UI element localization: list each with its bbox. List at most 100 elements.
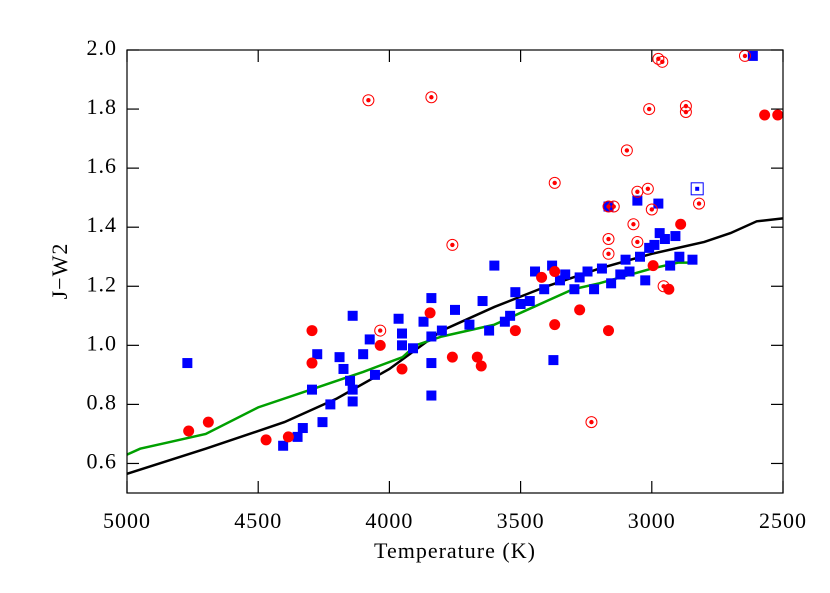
y-tick-label: 1.0 <box>87 330 118 355</box>
square-point <box>747 50 758 61</box>
square-point <box>530 266 541 277</box>
y-tick-label: 1.4 <box>87 212 118 237</box>
dot <box>378 328 383 333</box>
ring <box>602 247 615 260</box>
ringed-point <box>446 238 459 251</box>
square-point <box>596 263 607 274</box>
square-point <box>548 355 559 366</box>
square-point <box>426 293 437 304</box>
square-point <box>317 417 328 428</box>
square-point <box>574 272 585 283</box>
dot <box>450 242 455 248</box>
square-point <box>539 284 550 295</box>
square-point <box>634 251 645 262</box>
dot <box>606 251 611 256</box>
square-point <box>644 242 655 253</box>
ring <box>656 55 669 68</box>
dot <box>649 207 654 212</box>
circle-point <box>509 325 521 337</box>
square-point <box>674 251 685 262</box>
square-point <box>426 390 437 401</box>
square-point <box>569 284 580 295</box>
square-point <box>654 228 665 239</box>
square-point <box>554 275 565 286</box>
dot <box>552 180 557 186</box>
ringed-point <box>657 280 670 293</box>
square-point <box>426 331 437 342</box>
ringed-point <box>374 324 387 337</box>
ringed-point <box>641 182 654 195</box>
ring <box>627 218 640 231</box>
box <box>690 182 704 196</box>
circle-point <box>772 109 783 121</box>
circle-point <box>549 319 561 331</box>
ringed-point <box>425 91 438 104</box>
circle-point <box>536 271 548 283</box>
square-point <box>477 296 488 307</box>
square-point <box>364 334 375 345</box>
dot <box>660 59 665 65</box>
square-point <box>515 298 526 309</box>
square-point <box>338 363 349 374</box>
square-point <box>396 340 407 351</box>
ring <box>679 106 692 119</box>
ring <box>652 52 665 65</box>
plot-area <box>127 50 783 475</box>
square-point <box>620 254 631 265</box>
circle-point <box>603 325 615 337</box>
circle-point <box>282 431 294 443</box>
y-tick-label: 1.2 <box>87 271 118 296</box>
square-point <box>659 234 670 245</box>
circle-point <box>306 325 318 337</box>
circle-point <box>306 357 318 369</box>
square-point <box>450 304 460 315</box>
ring <box>585 416 598 429</box>
circle-point <box>396 363 408 375</box>
square-point <box>624 266 635 277</box>
ring <box>657 280 670 293</box>
ring <box>645 203 658 216</box>
ring <box>641 182 654 195</box>
ringed-point <box>602 247 615 260</box>
square-point <box>560 269 571 280</box>
ring <box>374 324 387 337</box>
ringed-point <box>645 203 658 216</box>
ring <box>693 197 706 210</box>
plot-frame <box>126 49 784 494</box>
x-tick-label: 3500 <box>497 508 545 533</box>
square-point <box>665 260 676 271</box>
y-tick-label: 0.8 <box>87 389 118 414</box>
dot <box>742 53 748 59</box>
circle-point <box>202 416 214 428</box>
dot <box>695 186 700 191</box>
dot <box>624 148 630 153</box>
square-point <box>182 358 193 369</box>
square-point <box>426 358 437 369</box>
square-point <box>347 384 358 395</box>
square-point <box>347 396 358 407</box>
square-point <box>640 275 651 286</box>
circle-point <box>471 351 483 363</box>
square-point <box>297 423 308 434</box>
dot <box>645 186 651 192</box>
trend-line <box>127 217 783 475</box>
ringed-point <box>631 235 644 248</box>
circle-point <box>260 434 272 446</box>
ringed-point <box>602 233 615 246</box>
ring <box>607 200 620 213</box>
circle-point <box>374 339 386 351</box>
dot <box>429 95 434 100</box>
dot <box>611 204 616 209</box>
square-point <box>334 352 345 363</box>
dot <box>366 98 371 103</box>
square-point <box>687 254 698 265</box>
ringed-point <box>548 176 561 189</box>
y-axis-label: J−W2 <box>47 243 72 300</box>
ring <box>425 91 438 104</box>
square-point <box>499 316 510 327</box>
ring <box>602 233 615 246</box>
ringed-point <box>620 144 633 157</box>
dot <box>635 239 640 245</box>
square-point <box>615 269 626 280</box>
